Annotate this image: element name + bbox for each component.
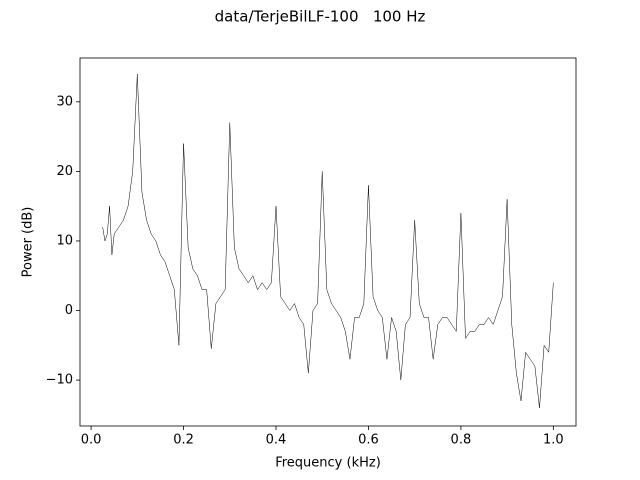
y-axis-label: Power (dB) bbox=[21, 207, 36, 278]
y-tick-label: 20 bbox=[56, 164, 73, 179]
x-tick-label: 0.0 bbox=[81, 433, 102, 448]
x-tick-label: 0.8 bbox=[451, 433, 472, 448]
y-tick-label: −10 bbox=[46, 373, 73, 388]
y-tick-label: 30 bbox=[56, 94, 73, 109]
x-tick-label: 1.0 bbox=[543, 433, 564, 448]
x-tick-label: 0.4 bbox=[266, 433, 287, 448]
x-tick-label: 0.6 bbox=[358, 433, 379, 448]
x-tick-label: 0.2 bbox=[173, 433, 194, 448]
spectrum-line bbox=[102, 73, 554, 408]
plot-frame bbox=[79, 57, 577, 427]
y-tick-label: 10 bbox=[56, 233, 73, 248]
chart-title: data/TerjeBilLF-100 100 Hz bbox=[215, 8, 426, 26]
x-axis-label: Frequency (kHz) bbox=[275, 456, 381, 471]
y-tick-label: 0 bbox=[65, 303, 73, 318]
